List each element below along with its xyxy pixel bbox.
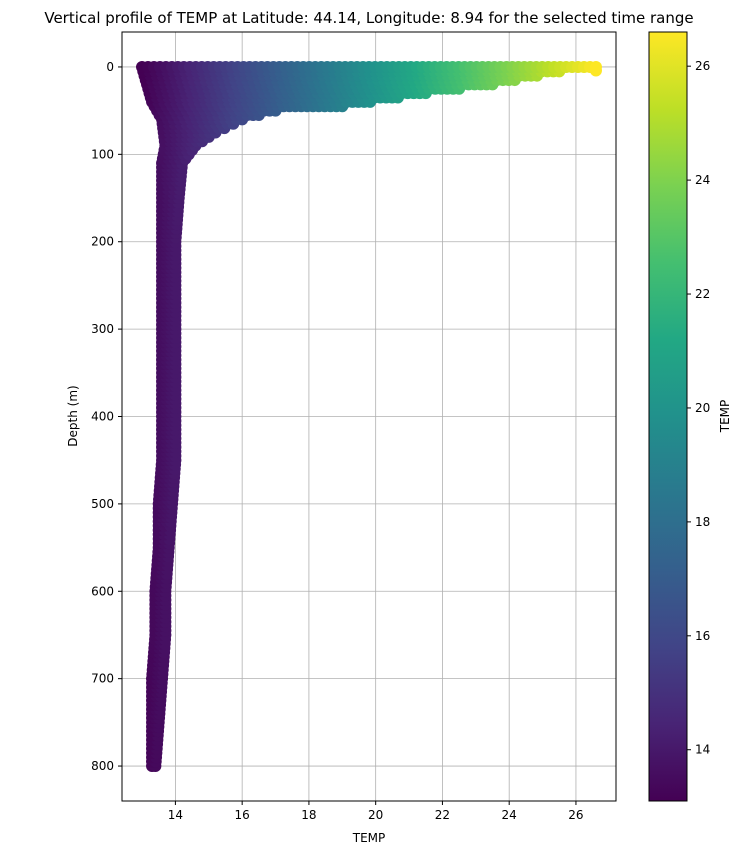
scatter-points bbox=[136, 60, 602, 773]
y-tick-label: 200 bbox=[91, 235, 114, 249]
colorbar-tick-label: 26 bbox=[695, 59, 710, 73]
x-tick-label: 14 bbox=[168, 808, 183, 822]
colorbar-tick-label: 18 bbox=[695, 515, 710, 529]
colorbar-ticks: 14 16 18 20 22 24 26 bbox=[687, 59, 710, 757]
colorbar-tick-label: 16 bbox=[695, 629, 710, 643]
colorbar-tick-label: 24 bbox=[695, 173, 710, 187]
data-point-max bbox=[589, 64, 602, 77]
y-axis-ticks: 0 100 200 300 400 500 600 700 800 bbox=[91, 60, 122, 773]
y-tick-label: 0 bbox=[106, 60, 114, 74]
y-axis-label: Depth (m) bbox=[66, 385, 80, 446]
grid-lines bbox=[122, 32, 616, 801]
x-tick-label: 22 bbox=[435, 808, 450, 822]
x-tick-label: 18 bbox=[301, 808, 316, 822]
x-axis-label: TEMP bbox=[352, 831, 386, 845]
chart-title: Vertical profile of TEMP at Latitude: 44… bbox=[44, 9, 693, 27]
x-tick-label: 20 bbox=[368, 808, 383, 822]
colorbar bbox=[648, 31, 688, 802]
y-tick-label: 500 bbox=[91, 497, 114, 511]
y-tick-label: 600 bbox=[91, 584, 114, 598]
x-tick-label: 16 bbox=[235, 808, 250, 822]
colorbar-label: TEMP bbox=[718, 400, 732, 434]
x-axis-ticks: 14 16 18 20 22 24 26 bbox=[168, 801, 584, 822]
colorbar-tick-label: 14 bbox=[695, 743, 710, 757]
x-tick-label: 26 bbox=[568, 808, 583, 822]
colorbar-tick-label: 20 bbox=[695, 401, 710, 415]
y-tick-label: 700 bbox=[91, 672, 114, 686]
x-tick-label: 24 bbox=[502, 808, 517, 822]
colorbar-tick-label: 22 bbox=[695, 287, 710, 301]
y-tick-label: 800 bbox=[91, 759, 114, 773]
y-tick-label: 100 bbox=[91, 147, 114, 161]
y-tick-label: 300 bbox=[91, 322, 114, 336]
y-tick-label: 400 bbox=[91, 410, 114, 424]
